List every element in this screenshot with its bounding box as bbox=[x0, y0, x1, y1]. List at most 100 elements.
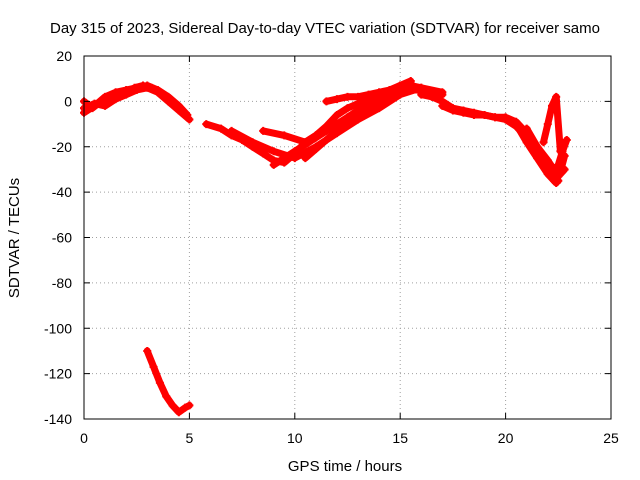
series-track-c bbox=[80, 81, 156, 113]
data-point bbox=[130, 83, 139, 92]
data-point bbox=[406, 86, 415, 95]
data-point bbox=[155, 378, 164, 387]
y-tick-label: -60 bbox=[52, 230, 72, 246]
data-point bbox=[174, 101, 183, 110]
y-tick-label: -20 bbox=[52, 139, 72, 155]
series-track-j bbox=[322, 83, 426, 106]
data-point bbox=[438, 101, 447, 110]
y-axis-title: SDTVAR / TECUs bbox=[6, 178, 23, 298]
data-point bbox=[311, 145, 320, 154]
data-point bbox=[427, 92, 436, 101]
data-point bbox=[248, 138, 257, 147]
data-point bbox=[406, 79, 415, 88]
y-tick-label: -100 bbox=[44, 320, 72, 336]
data-point bbox=[547, 101, 556, 110]
series-line bbox=[301, 88, 404, 162]
data-point bbox=[227, 126, 236, 135]
data-point bbox=[562, 135, 571, 144]
data-point bbox=[122, 88, 131, 97]
data-point bbox=[96, 97, 105, 106]
data-point bbox=[385, 86, 394, 95]
data-point bbox=[480, 110, 489, 119]
data-point bbox=[269, 147, 278, 156]
data-point bbox=[375, 97, 384, 106]
data-point bbox=[322, 122, 331, 131]
data-point bbox=[550, 176, 559, 185]
y-ticks: 20 0 -20 -40 -60 -80 -100 -120 -140 bbox=[44, 48, 611, 427]
y-tick-label: -140 bbox=[44, 411, 72, 427]
x-axis-title: GPS time / hours bbox=[288, 458, 402, 475]
data-point bbox=[343, 92, 352, 101]
data-point bbox=[181, 403, 190, 412]
data-point bbox=[290, 147, 299, 156]
data-point bbox=[280, 154, 289, 163]
y-tick-label: 20 bbox=[56, 48, 72, 64]
data-point bbox=[322, 135, 331, 144]
data-point bbox=[343, 117, 352, 126]
data-point bbox=[164, 92, 173, 101]
series-line bbox=[143, 347, 193, 416]
y-tick-label: 0 bbox=[64, 93, 72, 109]
y-tick-label: -40 bbox=[52, 184, 72, 200]
x-tick-label: 5 bbox=[186, 430, 194, 446]
data-point bbox=[417, 90, 426, 99]
y-tick-label: -120 bbox=[44, 366, 72, 382]
data-point bbox=[259, 149, 268, 158]
y-tick-label: -80 bbox=[52, 275, 72, 291]
data-point bbox=[501, 113, 510, 122]
data-point bbox=[101, 101, 110, 110]
x-tick-label: 20 bbox=[498, 430, 514, 446]
series-line bbox=[322, 84, 425, 105]
data-point bbox=[491, 113, 500, 122]
x-tick-label: 10 bbox=[287, 430, 303, 446]
series-layer bbox=[80, 76, 571, 417]
data-point bbox=[558, 147, 567, 156]
data-point bbox=[385, 92, 394, 101]
data-point bbox=[113, 90, 122, 99]
data-point bbox=[147, 83, 156, 92]
data-point bbox=[354, 110, 363, 119]
data-point bbox=[332, 95, 341, 104]
data-point bbox=[162, 392, 171, 401]
data-point bbox=[354, 99, 363, 108]
data-point bbox=[301, 154, 310, 163]
data-point bbox=[543, 158, 552, 167]
data-point bbox=[554, 160, 563, 169]
data-point bbox=[311, 131, 320, 140]
data-point bbox=[375, 88, 384, 97]
data-point bbox=[332, 110, 341, 119]
data-point bbox=[543, 120, 552, 129]
series-track-o bbox=[539, 92, 565, 156]
x-ticks: 0 5 10 15 20 25 bbox=[80, 56, 619, 446]
data-point bbox=[512, 120, 521, 129]
data-point bbox=[139, 81, 148, 90]
data-point bbox=[217, 124, 226, 133]
x-tick-label: 15 bbox=[392, 430, 408, 446]
data-point bbox=[533, 142, 542, 151]
series-track-k bbox=[417, 90, 563, 185]
data-point bbox=[552, 92, 561, 101]
series-line bbox=[550, 136, 571, 185]
data-point bbox=[533, 154, 542, 163]
data-point bbox=[269, 160, 278, 169]
data-point bbox=[522, 138, 531, 147]
data-point bbox=[168, 401, 177, 410]
data-point bbox=[459, 108, 468, 117]
data-point bbox=[202, 120, 211, 129]
data-point bbox=[522, 124, 531, 133]
data-point bbox=[185, 401, 194, 410]
series-track-d bbox=[143, 346, 194, 417]
data-point bbox=[332, 126, 341, 135]
data-point bbox=[88, 104, 97, 113]
x-tick-label: 25 bbox=[603, 430, 619, 446]
data-point bbox=[539, 138, 548, 147]
data-point bbox=[438, 88, 447, 97]
data-point bbox=[343, 104, 352, 113]
data-point bbox=[448, 106, 457, 115]
data-point bbox=[364, 104, 373, 113]
data-point bbox=[322, 97, 331, 106]
data-point bbox=[396, 83, 405, 92]
data-point bbox=[183, 110, 192, 119]
data-point bbox=[354, 92, 363, 101]
